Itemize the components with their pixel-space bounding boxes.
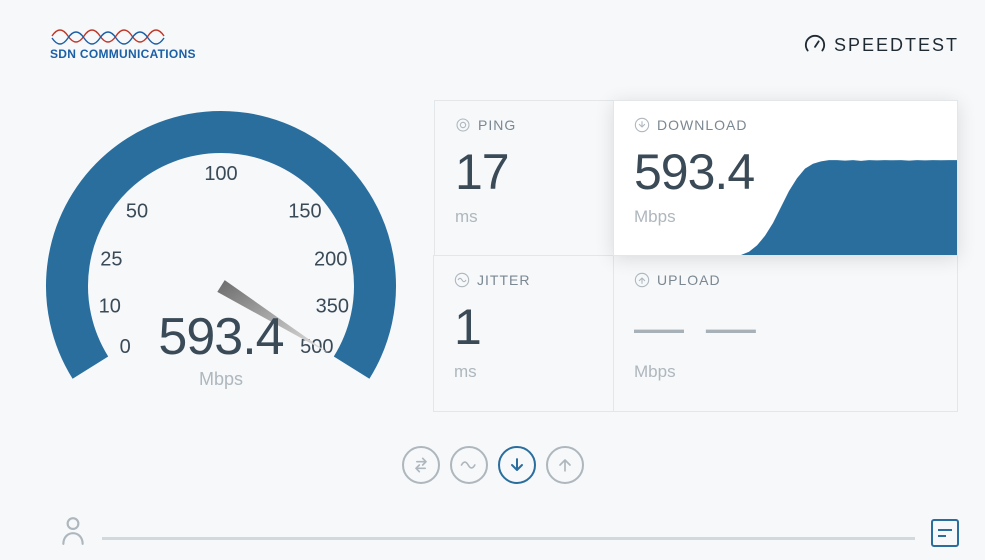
brand-company-name: SDN COMMUNICATIONS xyxy=(50,47,196,61)
svg-text:200: 200 xyxy=(314,249,347,271)
svg-text:150: 150 xyxy=(288,200,321,222)
brand-wave-icon xyxy=(50,22,168,46)
svg-text:50: 50 xyxy=(126,200,148,222)
user-icon[interactable] xyxy=(60,515,86,550)
upload-label: UPLOAD xyxy=(657,272,721,288)
svg-text:100: 100 xyxy=(204,163,237,185)
gauge-icon xyxy=(804,34,826,56)
brand-logo: SDN COMMUNICATIONS xyxy=(50,22,196,61)
arrow-up-icon xyxy=(555,455,575,475)
svg-text:25: 25 xyxy=(100,249,122,271)
footer-progress-track xyxy=(102,537,915,540)
footer-bar xyxy=(60,515,959,550)
svg-text:0: 0 xyxy=(120,336,131,358)
gauge-value: 593.4 xyxy=(158,311,283,363)
download-icon xyxy=(634,117,650,133)
swap-icon xyxy=(411,455,431,475)
speed-gauge: 0102550100150200350500 593.4 Mbps xyxy=(36,86,406,426)
download-chart xyxy=(741,159,957,255)
jitter-icon xyxy=(454,272,470,288)
mode-swap-button[interactable] xyxy=(402,446,440,484)
mode-download-button[interactable] xyxy=(498,446,536,484)
jitter-value: 1 xyxy=(454,302,593,352)
metric-cards: PING 17 ms DOWNLOAD 593.4 Mbps JITTER xyxy=(434,100,958,412)
ping-icon xyxy=(455,117,471,133)
jitter-card: JITTER 1 ms xyxy=(433,255,614,412)
jitter-label: JITTER xyxy=(477,272,530,288)
wave-icon xyxy=(459,455,479,475)
upload-value: — — xyxy=(634,302,937,352)
ping-card: PING 17 ms xyxy=(434,100,614,256)
ping-unit: ms xyxy=(455,207,593,227)
results-menu-button[interactable] xyxy=(931,519,959,547)
download-label: DOWNLOAD xyxy=(657,117,747,133)
jitter-unit: ms xyxy=(454,362,593,382)
upload-icon xyxy=(634,272,650,288)
upload-unit: Mbps xyxy=(634,362,937,382)
mode-jitter-button[interactable] xyxy=(450,446,488,484)
ping-label: PING xyxy=(478,117,516,133)
ping-value: 17 xyxy=(455,147,593,197)
mode-row xyxy=(0,446,985,484)
mode-upload-button[interactable] xyxy=(546,446,584,484)
speedtest-brand: SPEEDTEST xyxy=(804,34,959,56)
svg-text:10: 10 xyxy=(99,296,121,318)
download-card: DOWNLOAD 593.4 Mbps xyxy=(613,100,958,256)
gauge-unit: Mbps xyxy=(158,369,283,390)
arrow-down-icon xyxy=(507,455,527,475)
upload-card: UPLOAD — — Mbps xyxy=(613,255,958,412)
speedtest-brand-text: SPEEDTEST xyxy=(834,35,959,56)
svg-text:350: 350 xyxy=(316,296,349,318)
